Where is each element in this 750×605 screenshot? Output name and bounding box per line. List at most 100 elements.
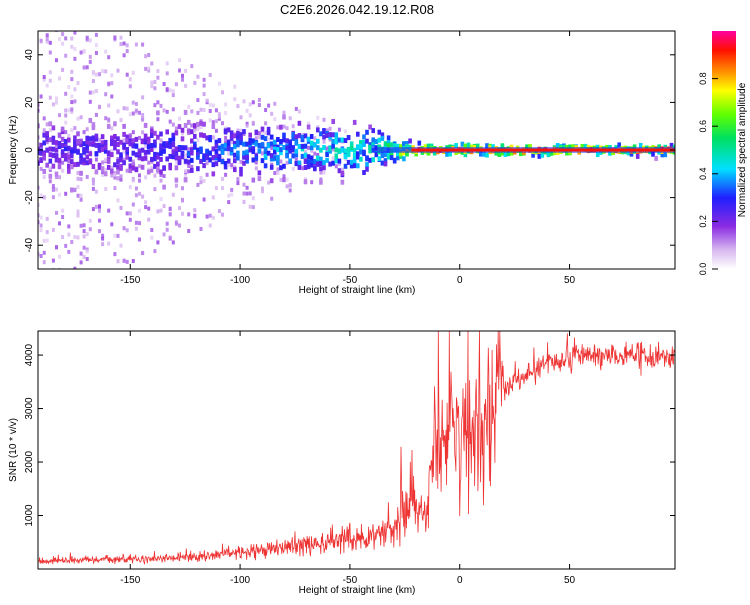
spectrogram-cell: [313, 159, 317, 164]
spectrogram-cell: [45, 238, 49, 243]
spectrogram-cell: [85, 37, 89, 42]
spectrogram-cell: [236, 181, 240, 186]
spectrogram-cell: [174, 126, 178, 131]
spectrogram-cell: [282, 124, 286, 129]
spectrogram-cell: [61, 215, 65, 219]
spectrogram-cell: [42, 132, 46, 138]
spectrogram-cell: [76, 161, 80, 167]
spectrogram-cell: [38, 103, 40, 108]
spectrogram-cell: [180, 127, 185, 133]
spectrogram-cell: [226, 140, 231, 146]
spectrogram-cell: [377, 144, 382, 150]
spectrogram-cell: [94, 169, 99, 175]
spectrogram-cell: [307, 145, 311, 150]
spectrogram-cell: [380, 153, 385, 159]
spectrogram-cell: [221, 177, 224, 181]
spectrogram-cell: [331, 138, 335, 144]
spectrogram-cell: [51, 187, 55, 192]
spectrogram-cell: [313, 136, 317, 141]
spectrogram-cell: [276, 147, 280, 153]
spectrogram-cell: [153, 156, 157, 162]
spectrogram-cell: [297, 120, 302, 126]
spectrogram-cell: [131, 100, 135, 105]
spectrogram-cell: [273, 101, 277, 106]
spectrogram-cell: [300, 153, 305, 159]
spectrogram-cell: [257, 135, 261, 139]
spectrogram-cell: [113, 121, 117, 127]
spectrogram-cell: [371, 128, 375, 134]
spectrogram-cell: [199, 132, 203, 138]
spectrogram-cell: [143, 122, 148, 128]
spectrogram-cell: [282, 114, 286, 120]
spectrogram-cell: [303, 179, 308, 185]
spectrogram-cell: [248, 113, 252, 118]
spectrogram-cell: [399, 153, 403, 159]
spectrogram-cell: [306, 154, 311, 160]
spectrogram-cell: [85, 232, 89, 237]
spectrogram-cell: [214, 161, 219, 167]
spectrogram-cell: [202, 163, 206, 169]
spectrogram-cell: [180, 136, 185, 142]
spectrogram-cell: [116, 136, 120, 142]
spectrogram-cell: [51, 184, 55, 188]
spectrogram-cell: [349, 163, 354, 169]
spectrogram-cell: [257, 98, 261, 102]
spectrogram-cell: [39, 223, 43, 228]
spectrogram-cell: [211, 215, 215, 220]
spectrogram-cell: [285, 160, 289, 165]
spectrogram-cell: [174, 160, 178, 165]
spectrogram-cell: [94, 43, 98, 48]
spectrogram-cell: [150, 228, 154, 232]
spectrogram-cell: [162, 165, 166, 171]
colorbar-label: Normalized spectral amplitude: [737, 82, 748, 217]
spectrogram-cell: [91, 164, 96, 169]
spectrogram-cell: [270, 146, 274, 150]
spectrogram-cell: [359, 149, 363, 155]
spectrogram-cell: [226, 146, 231, 152]
spectrogram-cell: [359, 145, 363, 151]
spectrogram-cell: [325, 157, 329, 163]
spectrogram-cell: [337, 127, 341, 132]
spectrogram-cell: [190, 147, 194, 153]
spectrogram-cell: [165, 109, 169, 114]
colorbar-tick-label: 0.4: [698, 168, 708, 181]
spectrogram-cell: [595, 152, 600, 158]
spectrogram-cell: [316, 155, 320, 161]
spectrogram-cell: [91, 125, 96, 131]
spectrogram-cell: [245, 185, 249, 190]
spectrogram-cell: [282, 174, 286, 179]
spectrogram-cell: [91, 90, 95, 95]
spectrogram-cell: [122, 41, 126, 46]
colorbar-tick-label: 0.0: [698, 263, 708, 276]
spectrogram-cell: [55, 245, 58, 250]
spectrogram-cell: [199, 120, 203, 126]
spectrogram-cell: [316, 145, 320, 151]
snr-xlabel: Height of straight line (km): [299, 585, 416, 596]
spectrogram-cell: [122, 226, 126, 231]
spectrogram-cell: [141, 95, 145, 100]
spectrogram-cell: [134, 152, 139, 158]
spectrogram-cell: [399, 151, 403, 157]
spectrogram-cell: [168, 119, 172, 124]
spectrogram-cell: [119, 205, 123, 210]
spectrogram-cell: [141, 42, 145, 47]
spectrogram-cell: [100, 140, 105, 146]
spectrogram-cell: [309, 162, 314, 168]
spectrogram-cell: [42, 128, 46, 133]
spectrogram-cell: [285, 126, 289, 131]
spectrogram-cell: [134, 42, 138, 47]
spectrogram-cell: [325, 146, 329, 151]
spectrogram-cell: [251, 149, 256, 155]
spectrogram-cell: [150, 143, 154, 148]
spectrogram-cell: [101, 160, 105, 165]
spectrogram-cell: [368, 142, 372, 148]
spectrogram-cell: [73, 31, 77, 35]
spectrogram-cell: [334, 153, 339, 159]
spectrogram-cell: [266, 142, 271, 148]
spectrogram-cell: [100, 147, 105, 152]
spectrogram-cell: [445, 151, 449, 157]
spectrogram-cell: [45, 83, 49, 88]
spectrogram-cell: [63, 156, 68, 162]
spectrogram-cell: [156, 69, 160, 74]
spectrogram-cell: [88, 158, 93, 164]
